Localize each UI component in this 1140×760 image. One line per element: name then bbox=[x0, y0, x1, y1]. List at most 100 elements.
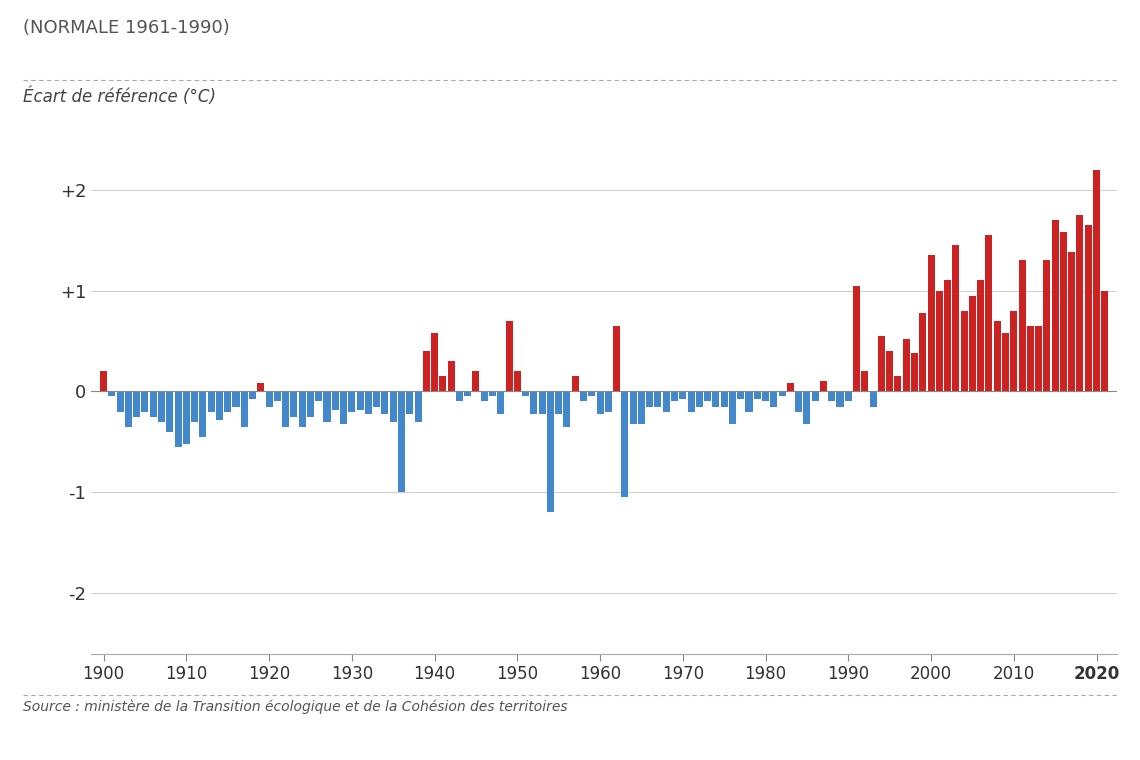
Bar bbox=[605, 391, 612, 412]
Bar bbox=[241, 391, 247, 426]
Bar bbox=[646, 391, 653, 407]
Bar bbox=[555, 391, 562, 413]
Bar bbox=[489, 391, 496, 397]
Bar bbox=[961, 311, 968, 391]
Bar bbox=[125, 391, 132, 426]
Bar bbox=[728, 391, 736, 423]
Bar bbox=[357, 391, 364, 410]
Bar bbox=[464, 391, 471, 397]
Bar bbox=[985, 235, 993, 391]
Bar bbox=[754, 391, 760, 400]
Bar bbox=[994, 321, 1001, 391]
Bar bbox=[514, 371, 521, 391]
Bar bbox=[572, 376, 579, 391]
Bar bbox=[837, 391, 844, 407]
Bar bbox=[762, 391, 770, 401]
Bar bbox=[1043, 260, 1050, 391]
Bar bbox=[629, 391, 636, 423]
Bar bbox=[1101, 290, 1108, 391]
Bar bbox=[149, 391, 157, 416]
Bar bbox=[936, 290, 943, 391]
Bar bbox=[853, 286, 860, 391]
Bar bbox=[862, 371, 869, 391]
Bar bbox=[481, 391, 488, 401]
Bar bbox=[895, 376, 902, 391]
Bar bbox=[530, 391, 537, 413]
Bar bbox=[720, 391, 727, 407]
Bar bbox=[812, 391, 819, 401]
Bar bbox=[580, 391, 587, 401]
Bar bbox=[423, 351, 430, 391]
Bar bbox=[1085, 225, 1092, 391]
Bar bbox=[944, 280, 951, 391]
Bar bbox=[820, 382, 826, 391]
Bar bbox=[1027, 326, 1034, 391]
Bar bbox=[233, 391, 239, 407]
Bar bbox=[332, 391, 339, 410]
Bar bbox=[771, 391, 777, 407]
Bar bbox=[497, 391, 504, 413]
Bar bbox=[738, 391, 744, 400]
Bar bbox=[952, 245, 960, 391]
Bar bbox=[282, 391, 290, 426]
Bar bbox=[182, 391, 190, 444]
Bar bbox=[1093, 169, 1100, 391]
Bar bbox=[133, 391, 140, 416]
Bar bbox=[563, 391, 570, 426]
Bar bbox=[100, 371, 107, 391]
Bar bbox=[662, 391, 670, 412]
Bar bbox=[746, 391, 752, 412]
Bar bbox=[654, 391, 661, 407]
Bar bbox=[415, 391, 422, 422]
Bar bbox=[398, 391, 405, 492]
Bar bbox=[225, 391, 231, 412]
Bar bbox=[373, 391, 380, 407]
Bar bbox=[472, 371, 480, 391]
Bar bbox=[787, 383, 793, 391]
Bar bbox=[406, 391, 414, 413]
Bar bbox=[365, 391, 372, 413]
Bar bbox=[174, 391, 181, 447]
Bar bbox=[291, 391, 298, 416]
Bar bbox=[340, 391, 347, 423]
Text: Source : ministère de la Transition écologique et de la Cohésion des territoires: Source : ministère de la Transition écol… bbox=[23, 699, 568, 714]
Bar bbox=[158, 391, 165, 422]
Bar bbox=[307, 391, 314, 416]
Bar bbox=[382, 391, 389, 413]
Bar bbox=[192, 391, 198, 422]
Bar bbox=[141, 391, 148, 412]
Bar bbox=[903, 339, 910, 391]
Bar bbox=[439, 376, 447, 391]
Bar bbox=[919, 313, 927, 391]
Bar bbox=[795, 391, 803, 412]
Bar bbox=[258, 383, 264, 391]
Bar bbox=[712, 391, 719, 407]
Bar bbox=[349, 391, 356, 412]
Bar bbox=[390, 391, 397, 422]
Bar bbox=[166, 391, 173, 432]
Bar bbox=[928, 255, 935, 391]
Bar bbox=[779, 391, 785, 397]
Bar bbox=[266, 391, 272, 407]
Bar bbox=[1010, 311, 1017, 391]
Bar bbox=[969, 296, 976, 391]
Bar bbox=[522, 391, 529, 397]
Bar bbox=[695, 391, 703, 407]
Bar bbox=[538, 391, 546, 413]
Bar bbox=[977, 280, 984, 391]
Bar bbox=[200, 391, 206, 437]
Bar bbox=[1018, 260, 1026, 391]
Bar bbox=[316, 391, 323, 401]
Bar bbox=[638, 391, 645, 423]
Bar bbox=[1068, 252, 1075, 391]
Bar bbox=[1076, 215, 1083, 391]
Bar bbox=[687, 391, 694, 412]
Bar bbox=[804, 391, 811, 423]
Bar bbox=[679, 391, 686, 400]
Bar bbox=[1002, 333, 1009, 391]
Bar bbox=[1060, 232, 1067, 391]
Bar bbox=[911, 353, 918, 391]
Bar bbox=[845, 391, 852, 401]
Bar bbox=[547, 391, 554, 512]
Bar bbox=[621, 391, 628, 497]
